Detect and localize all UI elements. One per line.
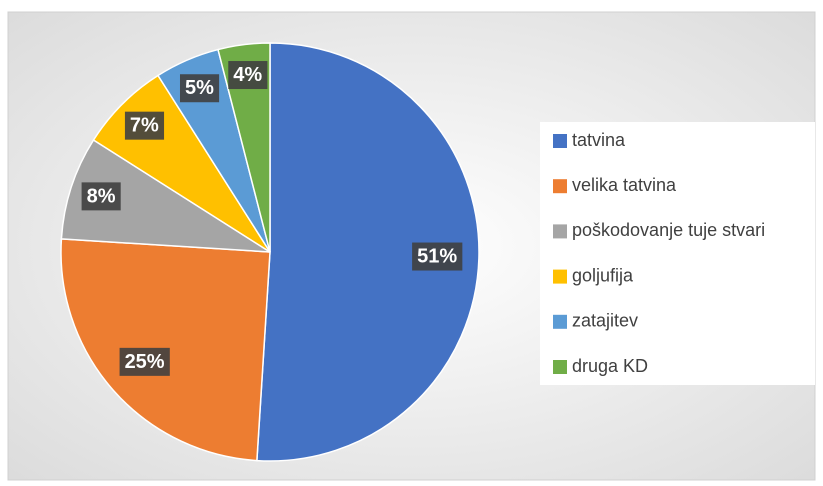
- legend-box: [540, 122, 815, 385]
- data-label: 51%: [417, 246, 457, 268]
- data-label: 5%: [185, 77, 214, 99]
- legend-swatch: [553, 134, 567, 148]
- pie-slice: [256, 42, 480, 462]
- legend-swatch: [553, 269, 567, 284]
- legend-swatch: [553, 314, 567, 329]
- legend-label: poškodovanje tuje stvari: [572, 220, 765, 240]
- data-label: 7%: [130, 115, 159, 137]
- legend-label: zatajitev: [572, 311, 638, 331]
- legend-swatch: [553, 179, 567, 194]
- pie-slice: [217, 42, 271, 253]
- data-label-box: [119, 347, 170, 376]
- legend-label: goljufija: [572, 265, 634, 285]
- legend-label: druga KD: [572, 356, 648, 376]
- legend-label: tatvina: [572, 130, 626, 150]
- data-label: 8%: [87, 185, 116, 207]
- data-label-box: [179, 74, 220, 103]
- legend-label: velika tatvina: [572, 175, 677, 195]
- data-label: 4%: [233, 64, 262, 86]
- data-label-box: [412, 242, 463, 271]
- data-label-box: [81, 182, 121, 211]
- pie-slice: [60, 138, 271, 253]
- data-label: 25%: [125, 351, 165, 373]
- data-label-box: [124, 111, 165, 140]
- legend-swatch: [553, 360, 567, 374]
- data-label-box: [228, 61, 268, 90]
- legend-swatch: [553, 224, 567, 239]
